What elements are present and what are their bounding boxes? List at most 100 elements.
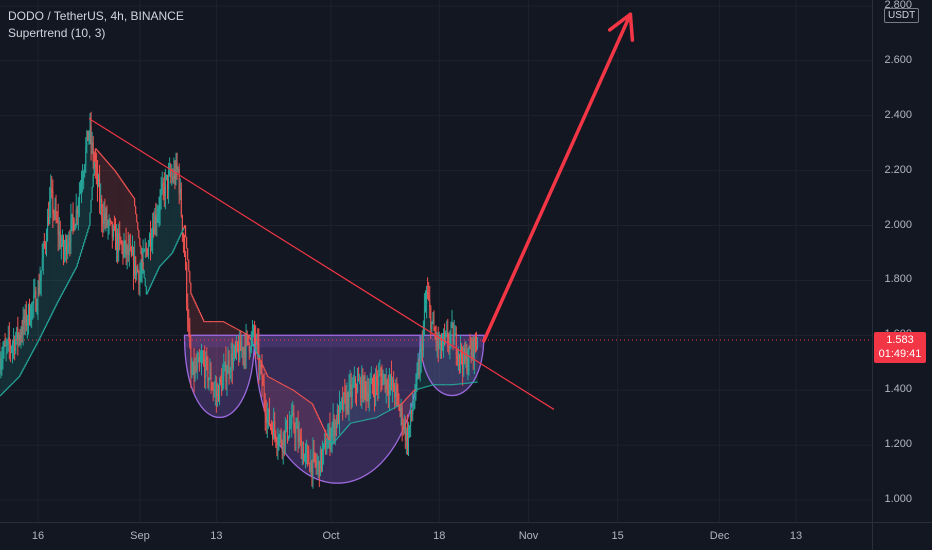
candle-body [228,360,230,373]
candle-body [299,435,301,438]
supertrend-fill-segment [303,397,305,453]
candle-body [26,321,28,326]
supertrend-fill-segment [122,182,125,249]
supertrend-fill-segment [19,333,22,375]
supertrend-fill-segment [147,246,149,292]
candle-body [0,363,2,370]
candle-body [153,227,155,235]
time-tick-label: Oct [322,530,340,542]
candle-body [35,290,37,311]
candle-body [354,378,356,390]
supertrend-fill-segment [309,402,312,462]
price-tick-label: 2.000 [884,218,912,231]
candle-body [216,389,218,397]
candle-body [466,353,468,371]
supertrend-fill-segment [340,410,343,435]
candle-body [351,385,353,397]
supertrend-fill-segment [155,215,158,274]
candle-body [47,216,49,242]
supertrend-fill-segment [23,326,25,369]
cup-curve [183,334,256,419]
candle-body [236,342,238,352]
projection-arrow-head [607,12,635,42]
candle-body [345,393,347,411]
supertrend-fill-segment [432,329,435,385]
candle-body [327,438,329,449]
supertrend-fill-segment [336,419,338,440]
candle-body [83,173,85,180]
supertrend-fill-segment [444,343,447,385]
candle-body [318,461,320,477]
supertrend-fill-segment [99,153,102,199]
candle-body [107,223,109,225]
candle-body [434,330,436,335]
candle-body [199,361,201,363]
supertrend-fill-segment [8,347,10,388]
supertrend-fill-segment [299,394,301,441]
candle-body [380,373,382,377]
candle-body [106,211,108,225]
supertrend-fill-segment [285,386,287,433]
supertrend-fill-segment [109,164,111,228]
candle-body [470,349,472,356]
candle-body [84,165,86,174]
candle-body [139,275,141,285]
candle-body [276,441,278,446]
supertrend-fill-segment [32,305,35,351]
candle-body [54,206,56,215]
candle-body [309,464,311,472]
candle-body [330,437,332,446]
candle-body [346,393,348,411]
supertrend-fill-segment [21,330,23,373]
supertrend-fill-segment [164,187,166,262]
candle-body [374,389,376,397]
candle-body [121,243,123,245]
candle-body [205,356,207,378]
supertrend-fill-segment [97,151,100,185]
candle-body [412,408,414,415]
currency-badge[interactable]: USDT [884,8,920,23]
supertrend-fill-segment [51,202,54,314]
candles [0,111,479,489]
candle-body [238,349,240,361]
candle-body [233,347,235,356]
supertrend-fill-segment [274,380,277,431]
candle-body [355,389,357,392]
supertrend-fill-segment [354,387,356,423]
supertrend-fill-segment [201,317,204,366]
candle-body [394,391,396,397]
candle-body [136,267,138,276]
supertrend-fill-segment [112,168,114,235]
price-tick-label: 1.000 [884,493,912,505]
candle-body [426,292,428,304]
candle-body [69,242,71,244]
candle-body [221,380,223,391]
supertrend-fill-segment [11,343,14,384]
supertrend-fill-segment [429,312,432,386]
time-tick-label: 13 [789,530,803,542]
supertrend-fill-segment [349,395,351,425]
indicator-title[interactable]: Supertrend (10, 3) [8,26,106,40]
supertrend-fill-segment [79,191,81,257]
supertrend-fill-segment [65,246,68,287]
candle-body [264,402,266,416]
supertrend-fill-segment [305,399,308,459]
candle-body [366,391,368,398]
supertrend-fill-segment [366,388,368,420]
price-tick-label: 2.400 [884,108,912,121]
supertrend-fill-segment [319,419,321,465]
candle-body [385,379,387,390]
supertrend-fill-segment [277,382,280,436]
candle-body [102,219,104,224]
symbol-title[interactable]: DODO / TetherUS, 4h, BINANCE [8,9,184,23]
candle-body [328,427,330,439]
candle-body [197,357,199,362]
supertrend-fill-segment [214,321,216,391]
candle-body [277,443,279,446]
supertrend-fill-segment [150,233,153,286]
supertrend-fill-segment [104,159,107,219]
candle-body [76,209,78,215]
candle-body [335,421,337,427]
supertrend-fill-segment [307,400,310,461]
